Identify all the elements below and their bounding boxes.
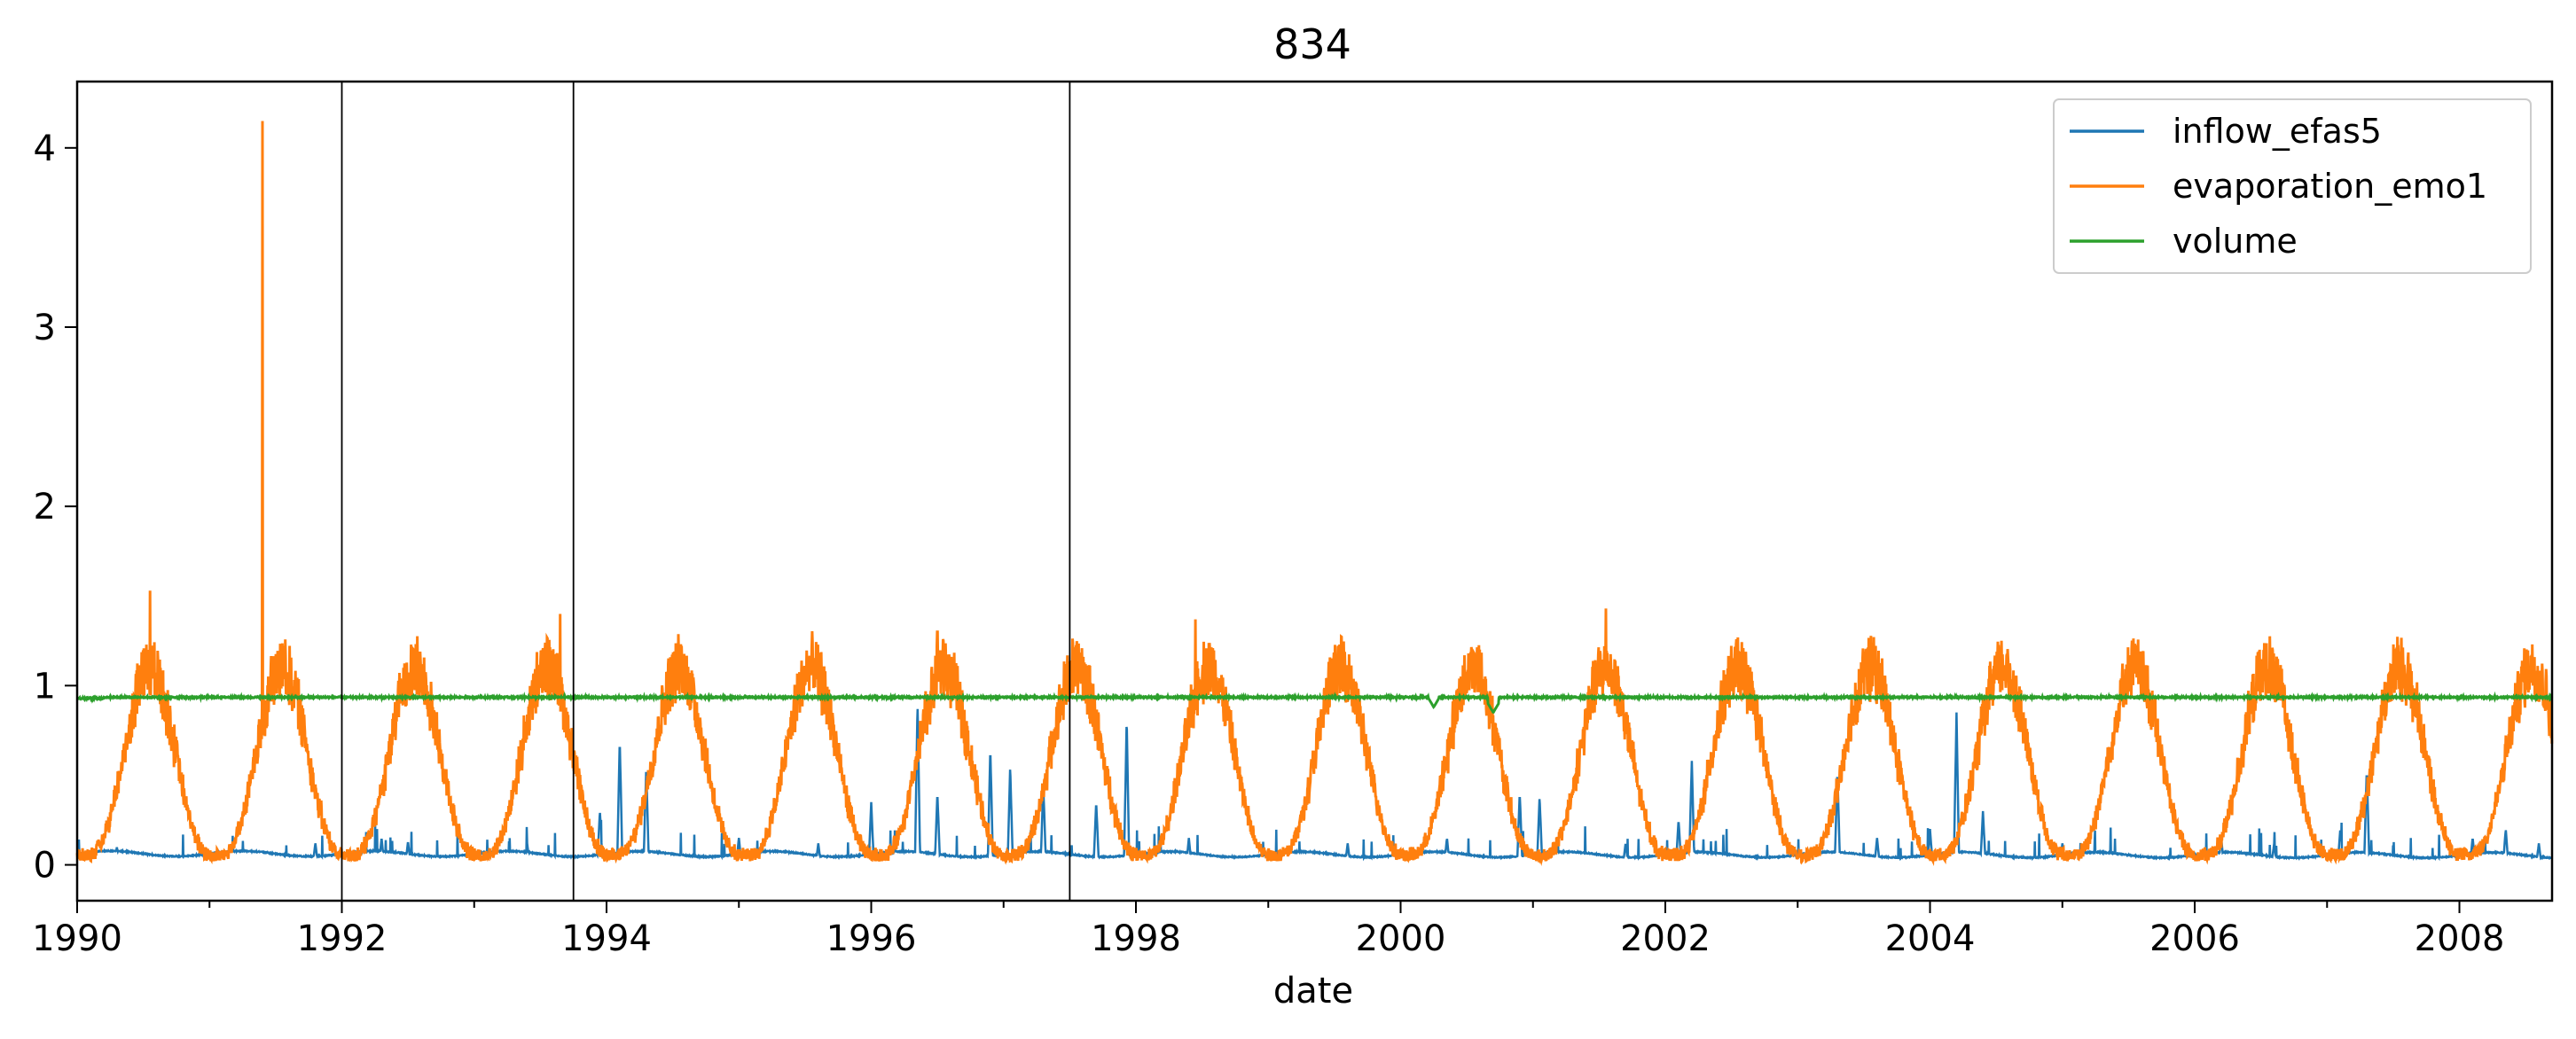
plot-area — [75, 121, 2554, 867]
x-tick-label: 2008 — [2415, 918, 2505, 959]
x-axis: 1990 1992 1994 1996 1998 2000 2002 2004 2006 2008 — [32, 901, 2504, 959]
x-tick-label: 2004 — [1885, 918, 1976, 959]
vertical-reference-lines — [341, 82, 1071, 901]
x-tick-label: 1996 — [826, 918, 917, 959]
x-tick-label: 1990 — [32, 918, 122, 959]
series-line-volume — [76, 691, 2554, 714]
legend-label: inflow_efas5 — [2173, 112, 2382, 151]
x-tick-label: 2006 — [2149, 918, 2240, 959]
x-tick-label: 2002 — [1620, 918, 1711, 959]
x-tick-label: 1994 — [561, 918, 652, 959]
x-tick-label: 1998 — [1091, 918, 1181, 959]
y-tick-label: 0 — [34, 846, 56, 887]
legend-box — [2053, 98, 2532, 274]
x-tick-label: 1992 — [297, 918, 388, 959]
y-tick-label: 4 — [34, 129, 56, 169]
x-axis-label: date — [1273, 971, 1353, 1012]
axes-frame — [75, 80, 2554, 902]
legend-label: volume — [2173, 222, 2298, 261]
y-tick-label: 2 — [34, 487, 56, 527]
x-tick-label: 2000 — [1356, 918, 1446, 959]
y-axis: 0 1 2 3 4 — [34, 129, 77, 887]
series-line-evaporation-emo1 — [75, 121, 2554, 867]
legend-label: evaporation_emo1 — [2173, 167, 2487, 206]
chart-title: 834 — [1273, 20, 1351, 68]
y-tick-label: 3 — [34, 308, 56, 348]
y-tick-label: 1 — [34, 666, 56, 707]
